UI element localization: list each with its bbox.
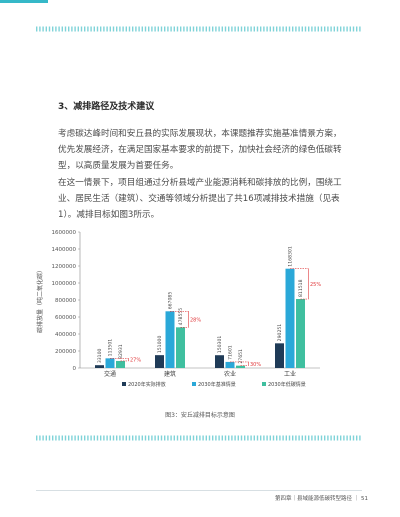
x-tick-label: 交通 — [104, 370, 116, 378]
footer-rule — [36, 490, 362, 491]
y-tick-label: 0 — [73, 366, 77, 372]
data-label: 27651 — [238, 349, 244, 364]
data-label: 150301 — [217, 336, 223, 354]
y-tick-label: 200000 — [55, 349, 76, 355]
x-tick-label: 农业 — [224, 370, 236, 378]
bar — [116, 360, 125, 368]
data-label: 113501 — [108, 339, 114, 357]
y-tick-label: 1400000 — [52, 247, 77, 253]
legend-label: 2030年低碳情景 — [268, 381, 306, 388]
y-tick-label: 1200000 — [52, 264, 77, 270]
legend-label: 2030年基准情景 — [198, 381, 236, 388]
annotation-label: 27% — [130, 358, 141, 364]
y-axis-label: 碳排放量（吨二氧化碳） — [36, 267, 44, 333]
legend-swatch — [122, 382, 126, 386]
y-tick-label: 1600000 — [52, 230, 77, 236]
bar — [236, 365, 245, 368]
bar — [275, 343, 284, 368]
annotation-label: 28% — [190, 317, 201, 323]
y-tick-label: 1000000 — [52, 281, 77, 287]
data-label: 33100 — [97, 348, 103, 363]
legend-swatch — [192, 382, 196, 386]
data-label: 667085 — [168, 292, 174, 310]
data-label: 811518 — [298, 279, 304, 297]
bar — [105, 358, 115, 368]
paragraph-2: 在这一情景下，项目组通过分析县域产业能源消耗和碳排放的比例，围绕工业、居民生活（… — [58, 178, 342, 220]
corner-accent — [0, 0, 48, 3]
paragraph-1: 考虑碳达峰时间和安丘县的实际发展现状，本课题推荐实施基准情景方案，优先发展经济，… — [58, 129, 342, 171]
data-label: 290251 — [277, 324, 283, 342]
bottom-divider — [36, 428, 362, 441]
y-tick-label: 400000 — [55, 332, 76, 338]
data-label: 1168301 — [288, 246, 294, 267]
bar — [95, 365, 104, 368]
data-label: 71601 — [228, 345, 234, 360]
section-heading: 3、减排路径及技术建议 — [58, 102, 155, 112]
bar — [215, 355, 224, 368]
x-tick-label: 建筑 — [164, 370, 176, 378]
annotation-label: 25% — [310, 282, 321, 288]
data-label: 82931 — [118, 344, 124, 359]
annotation-label: 30% — [250, 362, 261, 368]
bar — [285, 268, 295, 368]
bar — [155, 355, 164, 368]
top-divider — [36, 24, 362, 34]
bar — [176, 327, 185, 368]
bar — [225, 361, 235, 368]
bar — [296, 299, 305, 368]
y-tick-label: 600000 — [55, 315, 76, 321]
page-footer: 第四章｜县域能源低碳转型路径 ｜ 51 — [275, 496, 368, 502]
y-tick-label: 800000 — [55, 298, 76, 304]
x-tick-label: 工业 — [284, 370, 296, 378]
emission-chart: 0 200000 400000 600000 800000 1000000 1200000 1… — [30, 226, 370, 416]
legend-swatch — [262, 382, 266, 386]
data-label: 151000 — [157, 336, 163, 354]
legend-label: 2020年实际排放 — [128, 381, 166, 388]
bar — [165, 311, 175, 368]
data-label: 478555 — [178, 308, 184, 326]
figure-caption: 图3：安丘减排目标示意图 — [165, 412, 235, 419]
